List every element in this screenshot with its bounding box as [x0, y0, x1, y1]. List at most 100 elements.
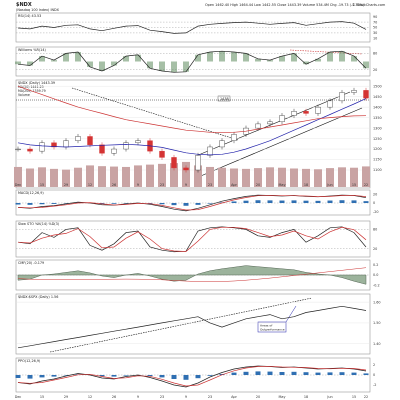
price-candle-body: [291, 111, 297, 116]
willr-area: [111, 61, 117, 66]
ppo-tick: 2: [373, 363, 375, 367]
price-tick: 1300: [373, 126, 382, 130]
bottom-x-tick: 23: [160, 395, 164, 399]
macd-hist-bar: [171, 203, 177, 206]
dynamic-layer: 9070503010802015001450140013501300125012…: [14, 15, 382, 399]
macd-hist-bar: [303, 200, 309, 203]
price-label: $NDX (Daily) 1443.39: [18, 81, 55, 85]
ppo-hist-bar: [339, 372, 345, 375]
rsi-label: RSI(14) 43.53: [18, 14, 41, 18]
stoch-d-line: [17, 226, 367, 252]
volume-bar: [110, 166, 118, 187]
price-channel-lower: [195, 107, 363, 179]
willr-area: [87, 61, 93, 67]
willr-area: [171, 61, 177, 73]
ppo-line: [17, 365, 367, 388]
willr-area: [195, 54, 201, 62]
volume-bar: [62, 169, 70, 187]
volume-bar: [194, 165, 202, 187]
bottom-x-tick: 26: [112, 395, 116, 399]
volume-bar: [242, 168, 250, 187]
willr-line: [17, 50, 367, 73]
price-x-tick: 9: [185, 183, 187, 187]
willr-area: [327, 52, 333, 62]
watermark: © StockCharts.com: [352, 3, 386, 7]
rsi-tick: 30: [373, 31, 377, 35]
volume-bar: [98, 166, 106, 187]
volume-bar: [254, 168, 262, 187]
willr-area: [219, 51, 225, 62]
willr-area: [27, 61, 33, 66]
price-candle-body: [351, 90, 357, 93]
price-candle-body: [171, 157, 177, 169]
willr-area: [135, 54, 141, 62]
volume-bar: [218, 167, 226, 187]
price-tick: 1100: [373, 168, 382, 172]
ppo-hist-bar: [99, 375, 105, 377]
bottom-x-tick: 29: [64, 395, 68, 399]
bottom-x-tick: Apr: [231, 395, 237, 399]
macd-hist-bar: [243, 200, 249, 203]
ppo-hist-bar: [315, 372, 321, 375]
willr-area: [303, 61, 309, 65]
ppo-label: PPO(12,26,9): [18, 359, 41, 363]
willr-area: [123, 56, 129, 62]
price-candle-body: [207, 146, 213, 156]
ppo-tick: 0: [373, 373, 375, 377]
price-candle-body: [339, 92, 345, 102]
volume-bar: [146, 164, 154, 187]
volume-bar: [338, 167, 346, 187]
ppo-hist-bar: [267, 371, 273, 375]
stoch-tick: 20: [373, 247, 377, 251]
price-candle-body: [159, 150, 165, 158]
stoch-label: Slow STO %K(14) %D(3): [18, 222, 60, 226]
bottom-x-tick: 15: [352, 395, 356, 399]
willr-area: [279, 56, 285, 62]
willr-area: [351, 56, 357, 62]
cmf-overlay-line: [17, 267, 367, 282]
cmf-area: [17, 265, 367, 285]
ppo-hist-bar: [15, 375, 21, 378]
macd-hist-bar: [339, 200, 345, 203]
price-x-tick: 29: [64, 183, 68, 187]
willr-area: [255, 58, 261, 62]
willr-area: [39, 56, 45, 62]
bottom-x-tick: Jun: [326, 395, 332, 399]
macd-label: MACD(12,26,9): [18, 191, 44, 195]
price-candle-body: [327, 100, 333, 108]
volume-bar: [326, 168, 334, 187]
willr-area: [147, 61, 153, 69]
price-x-tick: 23: [208, 183, 212, 187]
macd-hist-bar: [15, 203, 21, 205]
price-tick: 1400: [373, 105, 382, 109]
cmf-label: CMF(20) -0.179: [18, 261, 44, 265]
macd-hist-bar: [363, 201, 369, 203]
volume-bar: [38, 167, 46, 187]
ratio-tick: 1.60: [373, 300, 381, 304]
macd-hist-bar: [327, 200, 333, 203]
price-candle-body: [99, 144, 105, 154]
volume-bar: [230, 168, 238, 187]
price-candle-body: [231, 134, 237, 141]
volume-bar: [14, 166, 22, 187]
bottom-x-tick: 18: [304, 395, 308, 399]
ratio-tick: 1.50: [373, 321, 381, 325]
price-x-tick: 18: [304, 183, 308, 187]
volume-bar: [266, 167, 274, 187]
willr-tick: 20: [373, 68, 377, 72]
volume-bar: [122, 166, 130, 187]
price-candle-body: [87, 136, 93, 146]
price-candle-body: [267, 121, 273, 125]
price-x-tick: 20: [256, 183, 260, 187]
annotation-box: [257, 321, 287, 333]
price-candle-body: [303, 111, 309, 114]
willr-area: [207, 52, 213, 62]
volume-bar: [314, 169, 322, 187]
ratio-trendline: [49, 297, 313, 353]
price-x-tick: 9: [137, 183, 139, 187]
symbol-descriptor: (Nasdaq 100 Index) INDX: [16, 8, 60, 12]
volume-label: Volume: [18, 93, 30, 97]
cmf-tick: 0.0: [373, 273, 378, 277]
volume-bar: [350, 167, 358, 187]
cmf-tick: -0.2: [373, 284, 380, 288]
